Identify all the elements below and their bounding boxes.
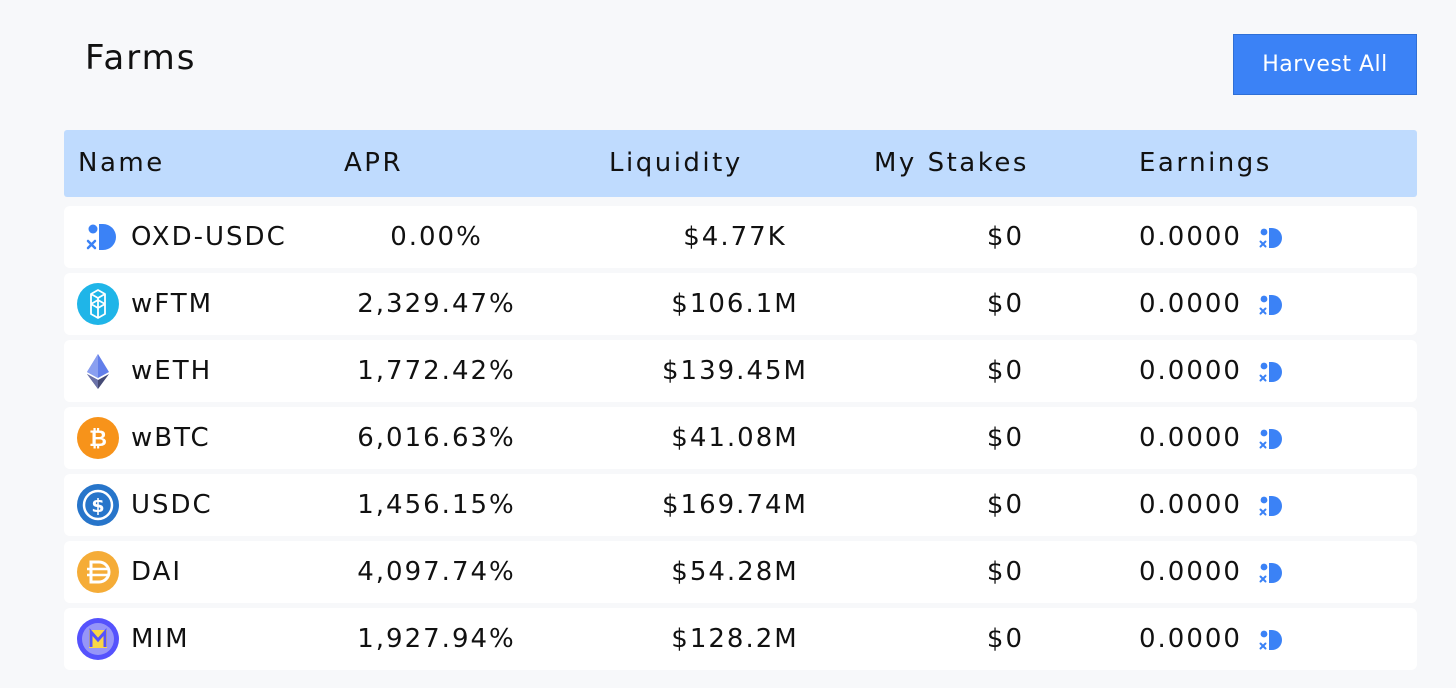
table-row[interactable]: wFTM 2,329.47% $106.1M $0 0.0000 bbox=[64, 273, 1417, 335]
svg-text:$: $ bbox=[91, 495, 104, 517]
farm-earnings: 0.0000 bbox=[1139, 490, 1242, 520]
farm-my-stakes: $0 bbox=[986, 222, 1024, 252]
farm-my-stakes: $0 bbox=[986, 624, 1024, 654]
oxd-icon bbox=[1254, 425, 1282, 453]
table-row[interactable]: $ USDC 1,456.15% $169.74M $0 0.0000 bbox=[64, 474, 1417, 536]
farm-liquidity: $128.2M bbox=[671, 624, 799, 654]
farm-earnings: 0.0000 bbox=[1139, 289, 1242, 319]
page-title: Farms bbox=[85, 38, 197, 78]
usdc-icon: $ bbox=[77, 484, 119, 526]
column-header-liquidity[interactable]: Liquidity bbox=[609, 148, 743, 178]
table-row[interactable]: wETH 1,772.42% $139.45M $0 0.0000 bbox=[64, 340, 1417, 402]
farm-liquidity: $41.08M bbox=[671, 423, 799, 453]
farm-name: wETH bbox=[131, 356, 213, 386]
farm-apr: 6,016.63% bbox=[357, 423, 516, 453]
farm-my-stakes: $0 bbox=[986, 490, 1024, 520]
farm-name: wFTM bbox=[131, 289, 214, 319]
fantom-icon bbox=[77, 283, 119, 325]
oxd-icon bbox=[1254, 358, 1282, 386]
farm-liquidity: $139.45M bbox=[662, 356, 808, 386]
svg-text:₿: ₿ bbox=[89, 427, 107, 452]
table-row[interactable]: ₿ wBTC 6,016.63% $41.08M $0 0.0000 bbox=[64, 407, 1417, 469]
farm-apr: 1,772.42% bbox=[357, 356, 516, 386]
oxd-icon bbox=[77, 216, 119, 258]
bitcoin-icon: ₿ bbox=[77, 417, 119, 459]
table-header: Name APR Liquidity My Stakes Earnings bbox=[64, 130, 1417, 197]
farm-liquidity: $4.77K bbox=[683, 222, 787, 252]
dai-icon bbox=[77, 551, 119, 593]
table-row[interactable]: MIM 1,927.94% $128.2M $0 0.0000 bbox=[64, 608, 1417, 670]
farm-liquidity: $54.28M bbox=[671, 557, 799, 587]
farm-earnings: 0.0000 bbox=[1139, 356, 1242, 386]
oxd-icon bbox=[1254, 291, 1282, 319]
farm-my-stakes: $0 bbox=[986, 289, 1024, 319]
farm-my-stakes: $0 bbox=[986, 557, 1024, 587]
farm-my-stakes: $0 bbox=[986, 356, 1024, 386]
harvest-all-button[interactable]: Harvest All bbox=[1233, 34, 1417, 95]
farms-table: Name APR Liquidity My Stakes Earnings OX… bbox=[64, 130, 1417, 670]
farm-name: MIM bbox=[131, 624, 190, 654]
farm-liquidity: $169.74M bbox=[662, 490, 808, 520]
farm-apr: 4,097.74% bbox=[357, 557, 516, 587]
farm-earnings: 0.0000 bbox=[1139, 557, 1242, 587]
farm-apr: 0.00% bbox=[390, 222, 483, 252]
farm-name: USDC bbox=[131, 490, 213, 520]
column-header-name[interactable]: Name bbox=[78, 148, 165, 178]
farm-earnings: 0.0000 bbox=[1139, 624, 1242, 654]
mim-icon bbox=[77, 618, 119, 660]
oxd-icon bbox=[1254, 559, 1282, 587]
column-header-earnings[interactable]: Earnings bbox=[1139, 148, 1272, 178]
oxd-icon bbox=[1254, 626, 1282, 654]
farm-name: OXD-USDC bbox=[131, 222, 287, 252]
farm-name: wBTC bbox=[131, 423, 211, 453]
column-header-my-stakes[interactable]: My Stakes bbox=[874, 148, 1029, 178]
farm-liquidity: $106.1M bbox=[671, 289, 799, 319]
ethereum-icon bbox=[77, 350, 119, 392]
farm-earnings: 0.0000 bbox=[1139, 222, 1242, 252]
farm-apr: 2,329.47% bbox=[357, 289, 516, 319]
table-row[interactable]: DAI 4,097.74% $54.28M $0 0.0000 bbox=[64, 541, 1417, 603]
farm-my-stakes: $0 bbox=[986, 423, 1024, 453]
farm-apr: 1,927.94% bbox=[357, 624, 516, 654]
oxd-icon bbox=[1254, 224, 1282, 252]
oxd-icon bbox=[1254, 492, 1282, 520]
farm-name: DAI bbox=[131, 557, 183, 587]
farm-apr: 1,456.15% bbox=[357, 490, 516, 520]
table-body: OXD-USDC 0.00% $4.77K $0 0.0000 wFTM 2,329.47%… bbox=[64, 206, 1417, 670]
farm-earnings: 0.0000 bbox=[1139, 423, 1242, 453]
table-row[interactable]: OXD-USDC 0.00% $4.77K $0 0.0000 bbox=[64, 206, 1417, 268]
column-header-apr[interactable]: APR bbox=[344, 148, 404, 178]
